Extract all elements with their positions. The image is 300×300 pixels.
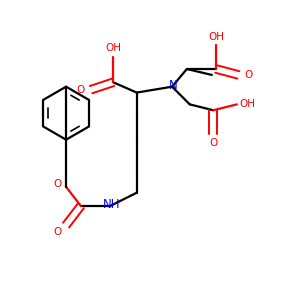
Text: O: O [209, 138, 218, 148]
Text: O: O [244, 70, 253, 80]
Text: OH: OH [239, 99, 255, 110]
Text: O: O [53, 179, 61, 189]
Text: O: O [77, 85, 85, 94]
Text: OH: OH [208, 32, 224, 42]
Text: NH: NH [103, 198, 121, 211]
Text: N: N [169, 79, 178, 92]
Text: O: O [53, 227, 61, 237]
Text: OH: OH [105, 44, 121, 53]
